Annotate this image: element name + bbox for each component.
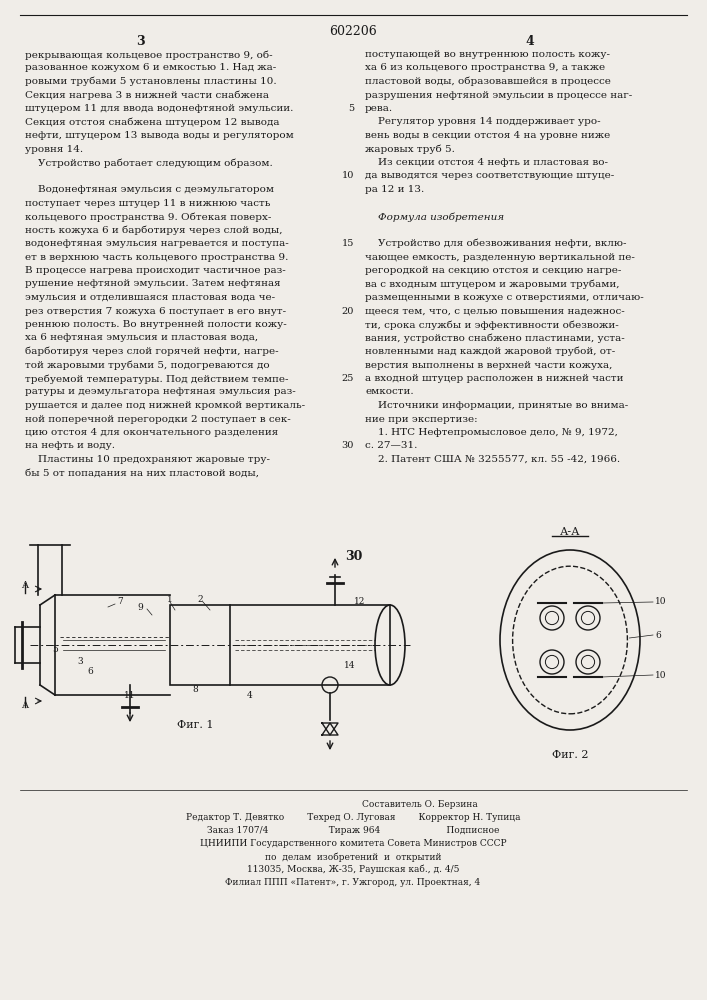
Text: 10: 10 bbox=[341, 172, 354, 180]
Text: Пластины 10 предохраняют жаровые тру-: Пластины 10 предохраняют жаровые тру- bbox=[25, 455, 270, 464]
Text: Водонефтяная эмульсия с деэмульгатором: Водонефтяная эмульсия с деэмульгатором bbox=[25, 185, 274, 194]
Text: по  делам  изобретений  и  открытий: по делам изобретений и открытий bbox=[264, 852, 441, 861]
Text: уровня 14.: уровня 14. bbox=[25, 144, 83, 153]
Text: 4: 4 bbox=[247, 690, 253, 700]
Text: Из секции отстоя 4 нефть и пластовая во-: Из секции отстоя 4 нефть и пластовая во- bbox=[365, 158, 608, 167]
Text: а входной штуцер расположен в нижней части: а входной штуцер расположен в нижней час… bbox=[365, 374, 624, 383]
Text: ха 6 нефтяная эмульсия и пластовая вода,: ха 6 нефтяная эмульсия и пластовая вода, bbox=[25, 334, 258, 342]
Text: рез отверстия 7 кожуха 6 поступает в его внут-: рез отверстия 7 кожуха 6 поступает в его… bbox=[25, 306, 286, 316]
Text: 1. НТС Нефтепромысловое дело, № 9, 1972,: 1. НТС Нефтепромысловое дело, № 9, 1972, bbox=[365, 428, 618, 437]
Text: требуемой температуры. Под действием темпе-: требуемой температуры. Под действием тем… bbox=[25, 374, 288, 383]
Text: 3: 3 bbox=[77, 658, 83, 666]
Text: 10: 10 bbox=[655, 670, 667, 680]
Text: ра 12 и 13.: ра 12 и 13. bbox=[365, 185, 424, 194]
Text: щееся тем, что, с целью повышения надежнос-: щееся тем, что, с целью повышения надежн… bbox=[365, 306, 625, 316]
Text: 7: 7 bbox=[117, 597, 123, 606]
Text: Составитель О. Берзина: Составитель О. Берзина bbox=[362, 800, 478, 809]
Text: кольцевого пространства 9. Обтекая поверх-: кольцевого пространства 9. Обтекая повер… bbox=[25, 212, 271, 222]
Text: емкости.: емкости. bbox=[365, 387, 414, 396]
Text: ние при экспертизе:: ние при экспертизе: bbox=[365, 414, 478, 424]
Text: Устройство для обезвоживания нефти, вклю-: Устройство для обезвоживания нефти, вклю… bbox=[365, 239, 626, 248]
Text: разованное кожухом 6 и емкостью 1. Над жа-: разованное кожухом 6 и емкостью 1. Над ж… bbox=[25, 64, 276, 73]
Text: пластовой воды, образовавшейся в процессе: пластовой воды, образовавшейся в процесс… bbox=[365, 77, 611, 87]
Text: 4: 4 bbox=[525, 35, 534, 48]
Text: А-А: А-А bbox=[560, 527, 580, 537]
Text: 5: 5 bbox=[52, 646, 58, 654]
Text: 15: 15 bbox=[341, 239, 354, 248]
Text: 2. Патент США № 3255577, кл. 55 -42, 1966.: 2. Патент США № 3255577, кл. 55 -42, 196… bbox=[365, 455, 620, 464]
Text: чающее емкость, разделенную вертикальной пе-: чающее емкость, разделенную вертикальной… bbox=[365, 252, 635, 261]
Text: рева.: рева. bbox=[365, 104, 393, 113]
Text: да выводятся через соответствующие штуце-: да выводятся через соответствующие штуце… bbox=[365, 172, 614, 180]
Text: ет в верхнюю часть кольцевого пространства 9.: ет в верхнюю часть кольцевого пространст… bbox=[25, 252, 288, 261]
Text: Секция нагрева 3 в нижней части снабжена: Секция нагрева 3 в нижней части снабжена bbox=[25, 91, 269, 100]
Text: ной поперечной перегородки 2 поступает в сек-: ной поперечной перегородки 2 поступает в… bbox=[25, 414, 291, 424]
Text: Регулятор уровня 14 поддерживает уро-: Регулятор уровня 14 поддерживает уро- bbox=[365, 117, 601, 126]
Text: 1: 1 bbox=[167, 595, 173, 604]
Text: Фиг. 2: Фиг. 2 bbox=[551, 750, 588, 760]
Text: 30: 30 bbox=[341, 442, 354, 450]
Text: цию отстоя 4 для окончательного разделения: цию отстоя 4 для окончательного разделен… bbox=[25, 428, 279, 437]
Text: 9: 9 bbox=[137, 602, 143, 611]
Text: бы 5 от попадания на них пластовой воды,: бы 5 от попадания на них пластовой воды, bbox=[25, 468, 259, 478]
Text: ха 6 из кольцевого пространства 9, а также: ха 6 из кольцевого пространства 9, а так… bbox=[365, 64, 605, 73]
Text: поступающей во внутреннюю полость кожу-: поступающей во внутреннюю полость кожу- bbox=[365, 50, 610, 59]
Text: с. 27—31.: с. 27—31. bbox=[365, 442, 417, 450]
Text: рекрывающая кольцевое пространство 9, об-: рекрывающая кольцевое пространство 9, об… bbox=[25, 50, 273, 60]
Text: водонефтяная эмульсия нагревается и поступа-: водонефтяная эмульсия нагревается и пост… bbox=[25, 239, 288, 248]
Text: Фиг. 1: Фиг. 1 bbox=[177, 720, 214, 730]
Text: 6: 6 bbox=[87, 668, 93, 676]
Text: разрушения нефтяной эмульсии в процессе наг-: разрушения нефтяной эмульсии в процессе … bbox=[365, 91, 632, 100]
Text: 11: 11 bbox=[124, 690, 136, 700]
Text: той жаровыми трубами 5, подогреваются до: той жаровыми трубами 5, подогреваются до bbox=[25, 360, 269, 370]
Text: на нефть и воду.: на нефть и воду. bbox=[25, 442, 115, 450]
Text: 5: 5 bbox=[348, 104, 354, 113]
Text: Формула изобретения: Формула изобретения bbox=[365, 212, 504, 222]
Text: реннюю полость. Во внутренней полости кожу-: реннюю полость. Во внутренней полости ко… bbox=[25, 320, 287, 329]
Text: вания, устройство снабжено пластинами, уста-: вания, устройство снабжено пластинами, у… bbox=[365, 334, 625, 343]
Text: A: A bbox=[21, 580, 28, 589]
Text: ЦНИИПИ Государственного комитета Совета Министров СССР: ЦНИИПИ Государственного комитета Совета … bbox=[199, 839, 506, 848]
Text: Источники информации, принятые во внима-: Источники информации, принятые во внима- bbox=[365, 401, 629, 410]
Text: 602206: 602206 bbox=[329, 25, 378, 38]
Text: 10: 10 bbox=[655, 597, 667, 606]
Text: ность кожуха 6 и барботируя через слой воды,: ность кожуха 6 и барботируя через слой в… bbox=[25, 226, 283, 235]
Text: Филиал ППП «Патент», г. Ужгород, ул. Проектная, 4: Филиал ППП «Патент», г. Ужгород, ул. Про… bbox=[226, 878, 481, 887]
Text: рушается и далее под нижней кромкой вертикаль-: рушается и далее под нижней кромкой верт… bbox=[25, 401, 305, 410]
Text: эмульсия и отделившаяся пластовая вода че-: эмульсия и отделившаяся пластовая вода ч… bbox=[25, 293, 275, 302]
Text: В процессе нагрева происходит частичное раз-: В процессе нагрева происходит частичное … bbox=[25, 266, 286, 275]
Text: жаровых труб 5.: жаровых труб 5. bbox=[365, 144, 455, 154]
Text: ти, срока службы и эффективности обезвожи-: ти, срока службы и эффективности обезвож… bbox=[365, 320, 619, 330]
Text: 20: 20 bbox=[341, 306, 354, 316]
Bar bbox=[170, 605, 390, 685]
Text: Устройство работает следующим образом.: Устройство работает следующим образом. bbox=[25, 158, 273, 167]
Text: Редактор Т. Девятко        Техред О. Луговая        Корректор Н. Тупица: Редактор Т. Девятко Техред О. Луговая Ко… bbox=[186, 813, 520, 822]
Text: 3: 3 bbox=[136, 35, 144, 48]
Text: 113035, Москва, Ж-35, Раушская каб., д. 4/5: 113035, Москва, Ж-35, Раушская каб., д. … bbox=[247, 865, 460, 874]
Text: Секция отстоя снабжена штуцером 12 вывода: Секция отстоя снабжена штуцером 12 вывод… bbox=[25, 117, 279, 127]
Text: нефти, штуцером 13 вывода воды и регулятором: нефти, штуцером 13 вывода воды и регулят… bbox=[25, 131, 293, 140]
Text: поступает через штуцер 11 в нижнюю часть: поступает через штуцер 11 в нижнюю часть bbox=[25, 198, 270, 208]
Text: ровыми трубами 5 установлены пластины 10.: ровыми трубами 5 установлены пластины 10… bbox=[25, 77, 276, 87]
Text: размещенными в кожухе с отверстиями, отличаю-: размещенными в кожухе с отверстиями, отл… bbox=[365, 293, 644, 302]
Text: 12: 12 bbox=[354, 597, 366, 606]
Text: 2: 2 bbox=[197, 595, 203, 604]
Text: верстия выполнены в верхней части кожуха,: верстия выполнены в верхней части кожуха… bbox=[365, 360, 612, 369]
Text: 8: 8 bbox=[192, 686, 198, 694]
Text: регородкой на секцию отстоя и секцию нагре-: регородкой на секцию отстоя и секцию наг… bbox=[365, 266, 621, 275]
Text: ратуры и деэмульгатора нефтяная эмульсия раз-: ратуры и деэмульгатора нефтяная эмульсия… bbox=[25, 387, 296, 396]
Text: 25: 25 bbox=[341, 374, 354, 383]
Text: барботируя через слой горячей нефти, нагре-: барботируя через слой горячей нефти, наг… bbox=[25, 347, 279, 357]
Text: Заказ 1707/4                     Тираж 964                       Подписное: Заказ 1707/4 Тираж 964 Подписное bbox=[207, 826, 499, 835]
Text: новленными над каждой жаровой трубой, от-: новленными над каждой жаровой трубой, от… bbox=[365, 347, 615, 357]
Text: ва с входным штуцером и жаровыми трубами,: ва с входным штуцером и жаровыми трубами… bbox=[365, 279, 619, 289]
Text: A: A bbox=[21, 700, 28, 710]
Text: 6: 6 bbox=[655, 631, 661, 640]
Text: вень воды в секции отстоя 4 на уровне ниже: вень воды в секции отстоя 4 на уровне ни… bbox=[365, 131, 610, 140]
Text: рушение нефтяной эмульсии. Затем нефтяная: рушение нефтяной эмульсии. Затем нефтяна… bbox=[25, 279, 281, 288]
Text: штуцером 11 для ввода водонефтяной эмульсии.: штуцером 11 для ввода водонефтяной эмуль… bbox=[25, 104, 293, 113]
Text: 30: 30 bbox=[345, 550, 362, 563]
Text: 14: 14 bbox=[344, 660, 356, 670]
